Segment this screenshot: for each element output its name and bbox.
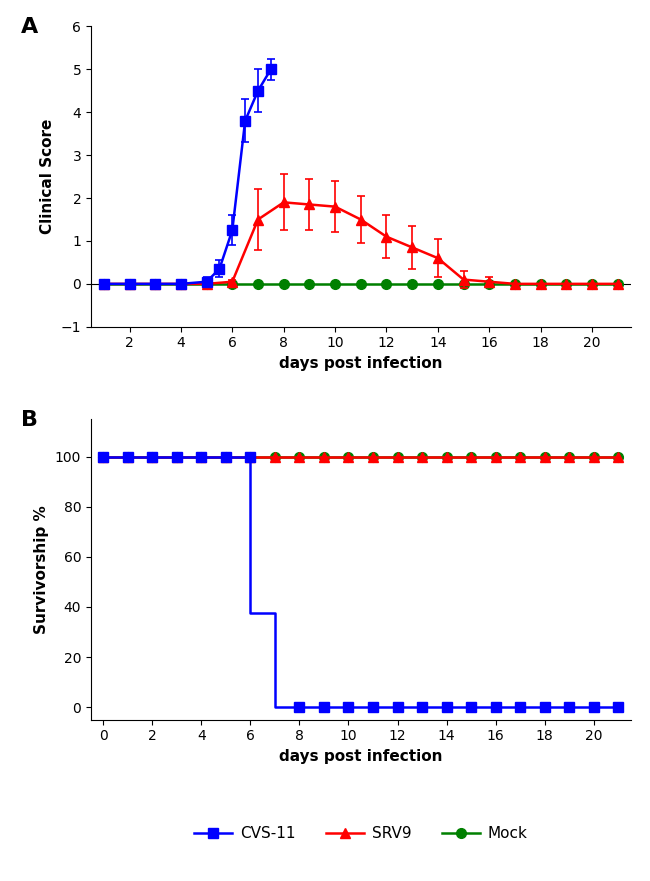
X-axis label: days post infection: days post infection — [279, 356, 443, 371]
Y-axis label: Survivorship %: Survivorship % — [34, 505, 49, 633]
Text: A: A — [21, 18, 38, 37]
Text: B: B — [21, 411, 38, 430]
Y-axis label: Clinical Score: Clinical Score — [40, 119, 55, 234]
X-axis label: days post infection: days post infection — [279, 749, 443, 764]
Legend: CVS-11, SRV9, Mock: CVS-11, SRV9, Mock — [188, 819, 534, 847]
